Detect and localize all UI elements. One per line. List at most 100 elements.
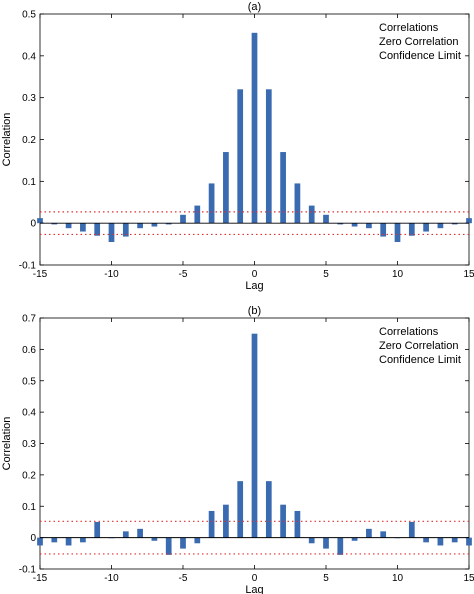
chart-panel-a: (a) Lag Correlation -15 -10 -5 0 5 10 15 -0.1 0 0… — [1, 1, 474, 292]
correlation-bar — [323, 537, 329, 549]
y-tick-label: 0.2 — [22, 135, 36, 146]
correlation-bar — [408, 223, 415, 236]
correlation-bar — [323, 214, 329, 224]
x-tick-label: -10 — [104, 269, 119, 280]
correlation-bar — [337, 223, 344, 225]
correlation-bar — [223, 152, 229, 224]
y-tick-label: 0 — [30, 219, 36, 230]
correlation-bar — [280, 152, 286, 224]
correlation-bar — [294, 510, 301, 538]
x-tick-label: -10 — [104, 573, 119, 584]
legend-label-zero-correlation: Zero Correlation — [379, 36, 458, 48]
x-tick-label: -15 — [33, 573, 48, 584]
y-tick-label: 0.2 — [22, 470, 36, 481]
y-axis-label: Correlation — [1, 113, 13, 167]
y-tick-label: 0.6 — [22, 345, 36, 356]
legend-label-zero-correlation: Zero Correlation — [379, 340, 458, 352]
x-tick-label: 5 — [323, 573, 329, 584]
correlation-bar — [208, 183, 215, 224]
x-tick-label: 0 — [252, 269, 258, 280]
legend-label-confidence-limit: Confidence Limit — [379, 354, 461, 366]
legend-label-confidence-limit: Confidence Limit — [379, 50, 461, 62]
correlation-bar — [408, 521, 415, 538]
correlation-bar — [265, 89, 272, 224]
correlation-bar — [451, 223, 458, 225]
correlation-bar — [194, 537, 201, 544]
x-axis-label: Lag — [245, 280, 263, 292]
x-tick-label: 0 — [252, 573, 258, 584]
correlation-bar — [194, 205, 201, 224]
correlation-bar — [294, 183, 301, 224]
correlation-bar — [165, 537, 172, 555]
x-tick-label: 15 — [463, 269, 474, 280]
correlation-bar — [423, 537, 429, 543]
correlation-bar — [37, 537, 43, 546]
correlation-bar — [237, 481, 244, 538]
correlation-bar — [380, 223, 387, 237]
correlation-bar — [94, 223, 101, 236]
correlation-bar — [137, 528, 143, 538]
correlation-bar — [366, 223, 372, 229]
correlation-bar — [65, 223, 72, 229]
correlation-bar — [108, 223, 115, 242]
correlation-bar — [437, 537, 444, 546]
correlation-bar — [65, 537, 72, 546]
chart-panel-b: (b) Lag Correlation -15 -10 -5 0 5 10 15 -0.1 0 0… — [1, 305, 474, 594]
y-tick-label: -0.1 — [19, 261, 37, 272]
y-tick-label: 0.1 — [22, 502, 36, 513]
x-tick-label: 10 — [392, 269, 404, 280]
correlation-bar — [380, 531, 387, 538]
y-tick-label: 0.4 — [22, 408, 36, 419]
correlation-bar — [137, 223, 143, 229]
legend-label-correlations: Correlations — [379, 326, 439, 338]
correlation-bar — [351, 223, 358, 227]
x-tick-label: -15 — [33, 269, 48, 280]
y-tick-label: 0.5 — [22, 376, 36, 387]
x-tick-label: 10 — [392, 573, 404, 584]
correlation-bar — [423, 223, 429, 232]
correlation-bar — [308, 205, 315, 224]
x-axis-label: Lag — [245, 584, 263, 594]
chart-title: (b) — [248, 305, 261, 317]
y-tick-label: 0.5 — [22, 10, 36, 21]
x-tick-label: 5 — [323, 269, 329, 280]
y-tick-label: 0.4 — [22, 51, 36, 62]
correlation-bar — [51, 537, 58, 543]
y-axis-label: Correlation — [1, 417, 13, 471]
y-tick-label: -0.1 — [19, 565, 37, 576]
y-tick-label: 0 — [30, 533, 36, 544]
correlation-bar — [80, 537, 86, 543]
correlation-bar — [466, 218, 472, 224]
legend-label-correlations: Correlations — [379, 22, 439, 34]
correlation-bar — [437, 223, 444, 229]
correlation-bar — [165, 223, 172, 225]
correlation-bar — [237, 89, 244, 224]
y-tick-label: 0.3 — [22, 93, 36, 104]
correlation-bar — [251, 333, 258, 538]
correlation-bar — [265, 481, 272, 538]
x-tick-label: -5 — [179, 269, 188, 280]
correlation-bar — [366, 528, 372, 538]
correlation-bar — [122, 223, 129, 237]
correlation-bar — [51, 223, 58, 225]
y-tick-label: 0.7 — [22, 314, 36, 325]
correlation-bar — [251, 32, 258, 224]
correlation-bar — [351, 537, 358, 541]
correlation-bar — [180, 214, 186, 224]
y-tick-label: 0.3 — [22, 439, 36, 450]
correlation-bar — [80, 223, 86, 232]
x-tick-label: -5 — [179, 573, 188, 584]
correlation-bar — [94, 521, 101, 538]
correlation-bar — [337, 537, 344, 555]
correlation-bar — [180, 537, 186, 549]
correlation-bar — [37, 218, 43, 224]
correlation-bar — [122, 531, 129, 538]
correlation-bar — [466, 537, 472, 546]
correlation-bar — [451, 537, 458, 543]
chart-title: (a) — [248, 1, 261, 13]
correlation-bar — [151, 223, 158, 227]
correlation-bar — [151, 537, 158, 541]
y-tick-label: 0.1 — [22, 177, 36, 188]
correlation-bar — [394, 223, 401, 242]
